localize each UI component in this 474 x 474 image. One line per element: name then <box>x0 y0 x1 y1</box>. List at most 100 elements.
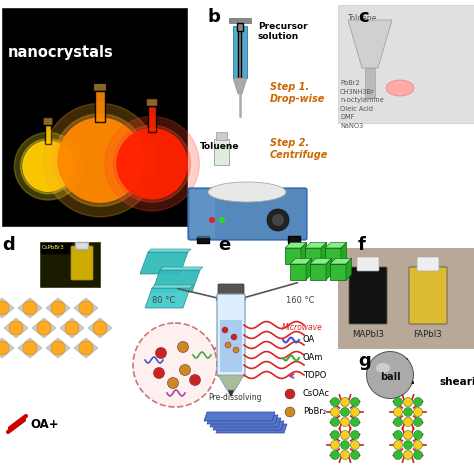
Circle shape <box>285 389 295 399</box>
Circle shape <box>393 418 402 427</box>
Polygon shape <box>160 267 203 270</box>
Circle shape <box>350 450 359 459</box>
Circle shape <box>350 398 359 407</box>
FancyBboxPatch shape <box>41 243 71 253</box>
Text: Toluene: Toluene <box>200 142 239 151</box>
FancyBboxPatch shape <box>237 23 243 31</box>
FancyBboxPatch shape <box>305 248 321 264</box>
FancyBboxPatch shape <box>217 294 245 376</box>
Polygon shape <box>88 318 112 338</box>
Circle shape <box>413 398 422 407</box>
Circle shape <box>23 341 37 355</box>
Circle shape <box>180 365 191 375</box>
Circle shape <box>330 440 339 449</box>
Circle shape <box>393 440 402 449</box>
FancyBboxPatch shape <box>45 125 51 144</box>
FancyBboxPatch shape <box>325 248 341 264</box>
FancyBboxPatch shape <box>417 257 439 271</box>
FancyBboxPatch shape <box>148 106 156 132</box>
FancyBboxPatch shape <box>146 99 158 107</box>
Circle shape <box>177 341 189 353</box>
Text: ball: ball <box>380 372 401 382</box>
FancyBboxPatch shape <box>220 320 242 372</box>
FancyBboxPatch shape <box>43 118 53 126</box>
Text: OA+: OA+ <box>30 419 59 431</box>
Polygon shape <box>301 242 307 264</box>
FancyBboxPatch shape <box>409 267 447 324</box>
Polygon shape <box>0 338 14 358</box>
Polygon shape <box>306 258 311 280</box>
Circle shape <box>233 347 239 353</box>
Text: Step 1.
Drop-wise: Step 1. Drop-wise <box>270 82 325 104</box>
Text: FAPbI3: FAPbI3 <box>414 330 442 339</box>
Circle shape <box>393 430 402 439</box>
Polygon shape <box>4 318 28 338</box>
Circle shape <box>367 352 413 398</box>
Circle shape <box>340 430 349 439</box>
Circle shape <box>51 341 65 355</box>
FancyBboxPatch shape <box>2 8 187 226</box>
Circle shape <box>113 125 191 202</box>
Circle shape <box>65 321 79 335</box>
Circle shape <box>155 347 166 358</box>
Circle shape <box>403 418 412 427</box>
Polygon shape <box>216 424 287 433</box>
FancyBboxPatch shape <box>197 236 209 243</box>
FancyBboxPatch shape <box>310 264 326 280</box>
Polygon shape <box>290 258 311 264</box>
Circle shape <box>340 450 349 459</box>
Circle shape <box>340 398 349 407</box>
FancyBboxPatch shape <box>238 22 241 78</box>
FancyBboxPatch shape <box>218 284 244 298</box>
Polygon shape <box>326 258 332 280</box>
Text: 80 °C: 80 °C <box>152 296 175 305</box>
Circle shape <box>267 209 289 231</box>
FancyBboxPatch shape <box>338 5 474 123</box>
Polygon shape <box>145 288 190 308</box>
Circle shape <box>393 408 402 417</box>
Circle shape <box>222 327 228 333</box>
Text: CsPbBr3: CsPbBr3 <box>42 245 65 250</box>
Circle shape <box>393 398 402 407</box>
Circle shape <box>209 217 215 223</box>
Circle shape <box>403 408 412 417</box>
Text: d: d <box>2 236 15 254</box>
Circle shape <box>0 341 9 355</box>
Text: OA: OA <box>303 336 315 345</box>
Circle shape <box>79 301 93 315</box>
Polygon shape <box>152 270 200 292</box>
Polygon shape <box>74 298 98 318</box>
Circle shape <box>43 103 157 217</box>
Text: PbBr₂: PbBr₂ <box>303 408 326 417</box>
Polygon shape <box>207 415 278 424</box>
Circle shape <box>330 418 339 427</box>
Text: MAPbI3: MAPbI3 <box>352 330 384 339</box>
FancyBboxPatch shape <box>233 26 247 78</box>
Polygon shape <box>321 242 327 264</box>
FancyBboxPatch shape <box>93 83 107 91</box>
Circle shape <box>272 214 284 226</box>
Polygon shape <box>148 249 191 252</box>
FancyBboxPatch shape <box>40 242 100 287</box>
Polygon shape <box>46 298 70 318</box>
Polygon shape <box>213 421 284 430</box>
Circle shape <box>413 430 422 439</box>
Text: Microwave: Microwave <box>282 323 323 332</box>
Ellipse shape <box>208 182 286 202</box>
FancyBboxPatch shape <box>365 68 375 98</box>
Circle shape <box>413 408 422 417</box>
Circle shape <box>0 301 9 315</box>
Circle shape <box>340 440 349 449</box>
Circle shape <box>330 430 339 439</box>
Polygon shape <box>346 258 352 280</box>
Circle shape <box>105 117 199 211</box>
FancyBboxPatch shape <box>216 132 227 140</box>
Polygon shape <box>218 375 244 390</box>
Polygon shape <box>233 78 247 94</box>
Text: OAm: OAm <box>303 354 323 363</box>
Circle shape <box>413 450 422 459</box>
Circle shape <box>403 450 412 459</box>
Polygon shape <box>0 298 14 318</box>
Circle shape <box>403 440 412 449</box>
Polygon shape <box>330 258 352 264</box>
